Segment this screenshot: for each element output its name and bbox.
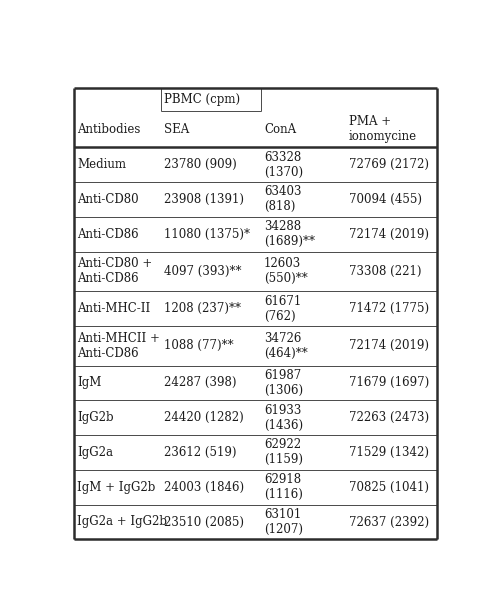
Text: 70825 (1041): 70825 (1041): [349, 481, 429, 494]
Text: PMA +
ionomycine: PMA + ionomycine: [349, 115, 417, 143]
Text: Anti-CD80: Anti-CD80: [77, 193, 138, 206]
Text: 24003 (1846): 24003 (1846): [164, 481, 244, 494]
Text: 63101
(1207): 63101 (1207): [264, 508, 303, 536]
Text: IgM + IgG2b: IgM + IgG2b: [77, 481, 155, 494]
Text: 24420 (1282): 24420 (1282): [164, 411, 244, 424]
Text: 71472 (1775): 71472 (1775): [349, 302, 429, 315]
Text: 63403
(818): 63403 (818): [264, 185, 302, 214]
Text: 11080 (1375)*: 11080 (1375)*: [164, 228, 250, 241]
Text: 72174 (2019): 72174 (2019): [349, 228, 429, 241]
Text: 61987
(1306): 61987 (1306): [264, 369, 303, 397]
Text: 1088 (77)**: 1088 (77)**: [164, 339, 234, 352]
Text: 23780 (909): 23780 (909): [164, 158, 237, 171]
Text: 72263 (2473): 72263 (2473): [349, 411, 429, 424]
Text: 70094 (455): 70094 (455): [349, 193, 422, 206]
Text: 23908 (1391): 23908 (1391): [164, 193, 244, 206]
Text: 23612 (519): 23612 (519): [164, 446, 236, 459]
Text: 62918
(1116): 62918 (1116): [264, 473, 303, 501]
Text: 12603
(550)**: 12603 (550)**: [264, 257, 308, 286]
Text: 61933
(1436): 61933 (1436): [264, 403, 303, 432]
Text: SEA: SEA: [164, 123, 189, 136]
Text: Anti-MHCII +
Anti-CD86: Anti-MHCII + Anti-CD86: [77, 332, 160, 360]
Text: 4097 (393)**: 4097 (393)**: [164, 265, 241, 278]
Text: 23510 (2085): 23510 (2085): [164, 516, 244, 529]
Text: PBMC (cpm): PBMC (cpm): [164, 93, 240, 106]
Text: 72769 (2172): 72769 (2172): [349, 158, 429, 171]
Text: 71679 (1697): 71679 (1697): [349, 376, 429, 389]
Text: Anti-MHC-II: Anti-MHC-II: [77, 302, 150, 315]
Text: 34288
(1689)**: 34288 (1689)**: [264, 220, 315, 248]
Text: 34726
(464)**: 34726 (464)**: [264, 332, 308, 360]
Text: 61671
(762): 61671 (762): [264, 295, 301, 322]
Text: 24287 (398): 24287 (398): [164, 376, 236, 389]
Text: Anti-CD86: Anti-CD86: [77, 228, 138, 241]
Text: IgG2b: IgG2b: [77, 411, 114, 424]
Text: 72637 (2392): 72637 (2392): [349, 516, 429, 529]
Text: 1208 (237)**: 1208 (237)**: [164, 302, 241, 315]
Text: Antibodies: Antibodies: [77, 123, 140, 136]
Text: IgG2a + IgG2b: IgG2a + IgG2b: [77, 516, 167, 529]
Text: 63328
(1370): 63328 (1370): [264, 150, 303, 179]
Text: 73308 (221): 73308 (221): [349, 265, 421, 278]
Text: IgG2a: IgG2a: [77, 446, 113, 459]
Text: IgM: IgM: [77, 376, 101, 389]
Text: Medium: Medium: [77, 158, 126, 171]
Text: Anti-CD80 +
Anti-CD86: Anti-CD80 + Anti-CD86: [77, 257, 152, 286]
Text: ConA: ConA: [264, 123, 296, 136]
Text: 72174 (2019): 72174 (2019): [349, 339, 429, 352]
Text: 71529 (1342): 71529 (1342): [349, 446, 429, 459]
Text: 62922
(1159): 62922 (1159): [264, 438, 303, 467]
